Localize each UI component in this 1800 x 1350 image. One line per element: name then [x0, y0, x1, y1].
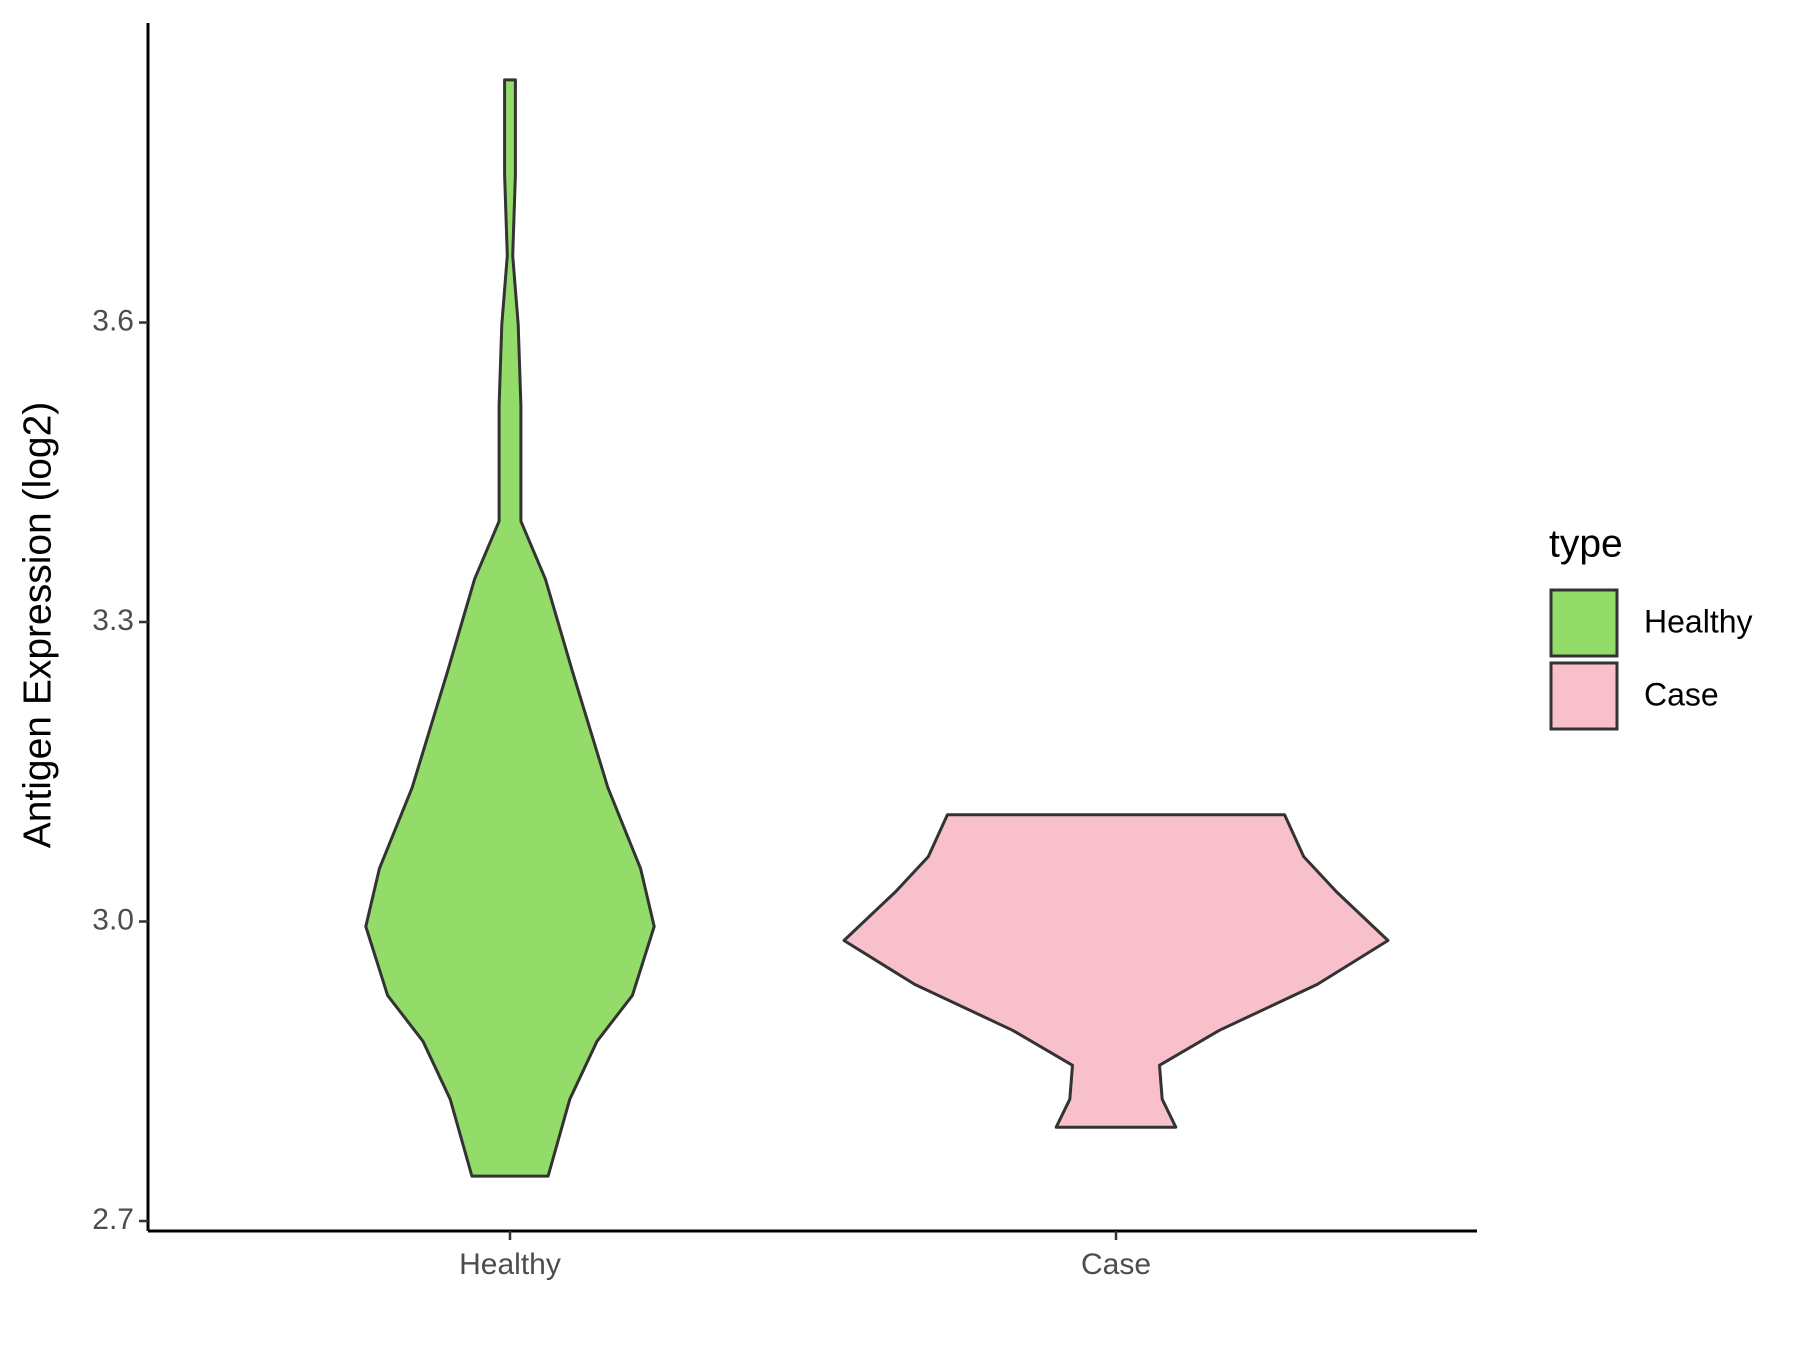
y-axis-title: Antigen Expression (log2) [16, 402, 59, 849]
legend-title: type [1549, 522, 1623, 565]
violin [842, 813, 1390, 1129]
legend-key [1549, 661, 1619, 731]
legend-label: Healthy [1644, 603, 1753, 639]
violin [364, 78, 656, 1178]
x-tick-label: Case [1081, 1248, 1151, 1281]
y-tick-label: 3.6 [92, 304, 134, 337]
y-tick-label: 3.3 [92, 604, 134, 637]
y-tick-label: 3.0 [92, 903, 134, 936]
legend-key [1549, 588, 1619, 658]
legend-label: Case [1644, 676, 1719, 712]
y-tick-label: 2.7 [92, 1203, 134, 1236]
x-tick-label: Healthy [459, 1248, 561, 1281]
